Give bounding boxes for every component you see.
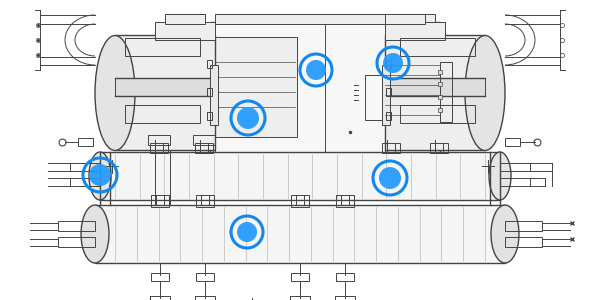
Bar	[400, 38, 475, 56]
Bar	[150, 296, 170, 300]
Ellipse shape	[237, 222, 257, 242]
Bar	[193, 135, 215, 145]
Bar	[78, 138, 93, 146]
Bar	[125, 38, 200, 56]
Bar	[291, 273, 309, 281]
Bar	[505, 221, 542, 231]
Bar	[151, 273, 169, 281]
Bar	[385, 22, 445, 40]
Ellipse shape	[465, 35, 505, 151]
Bar	[148, 135, 170, 145]
Bar	[500, 178, 530, 186]
Bar	[505, 237, 542, 247]
Bar	[195, 296, 215, 300]
Bar	[115, 35, 215, 150]
Bar	[210, 22, 440, 157]
Bar	[155, 22, 215, 40]
Ellipse shape	[95, 35, 135, 151]
Bar	[385, 35, 485, 150]
Bar	[290, 296, 310, 300]
Bar	[196, 273, 214, 281]
Bar	[438, 108, 442, 112]
Ellipse shape	[89, 152, 111, 200]
Ellipse shape	[81, 205, 109, 263]
Bar	[70, 178, 100, 186]
Bar	[386, 112, 391, 120]
Bar	[440, 62, 452, 122]
Bar	[400, 105, 475, 123]
Bar	[207, 88, 212, 96]
Bar	[365, 75, 395, 120]
Bar	[291, 195, 309, 207]
Bar	[165, 14, 205, 24]
Ellipse shape	[491, 205, 519, 263]
Bar	[70, 163, 100, 171]
Bar	[438, 82, 442, 86]
Bar	[430, 143, 448, 153]
Ellipse shape	[306, 60, 326, 80]
Bar	[385, 78, 485, 96]
Bar	[336, 195, 354, 207]
Bar	[195, 143, 213, 153]
Bar	[207, 60, 212, 68]
Ellipse shape	[383, 53, 403, 73]
Bar	[385, 14, 425, 24]
Bar	[500, 163, 530, 171]
Bar	[336, 273, 354, 281]
Bar	[150, 143, 168, 153]
Ellipse shape	[237, 107, 259, 129]
Bar	[438, 95, 442, 99]
Bar	[207, 112, 212, 120]
Bar	[151, 195, 169, 207]
Bar	[386, 60, 391, 68]
Bar	[95, 205, 505, 263]
Bar	[212, 37, 297, 137]
Bar	[100, 152, 500, 200]
Bar	[335, 296, 355, 300]
Bar	[505, 138, 520, 146]
Bar	[125, 105, 200, 123]
Bar	[215, 14, 435, 24]
Bar	[58, 237, 95, 247]
Bar	[196, 195, 214, 207]
Ellipse shape	[489, 152, 511, 200]
Ellipse shape	[379, 167, 401, 189]
Bar	[210, 65, 218, 125]
Bar	[382, 143, 400, 153]
Ellipse shape	[89, 164, 111, 186]
Bar	[386, 88, 391, 96]
Bar	[58, 221, 95, 231]
Bar	[382, 65, 390, 125]
Bar	[115, 78, 215, 96]
Bar	[438, 70, 442, 74]
